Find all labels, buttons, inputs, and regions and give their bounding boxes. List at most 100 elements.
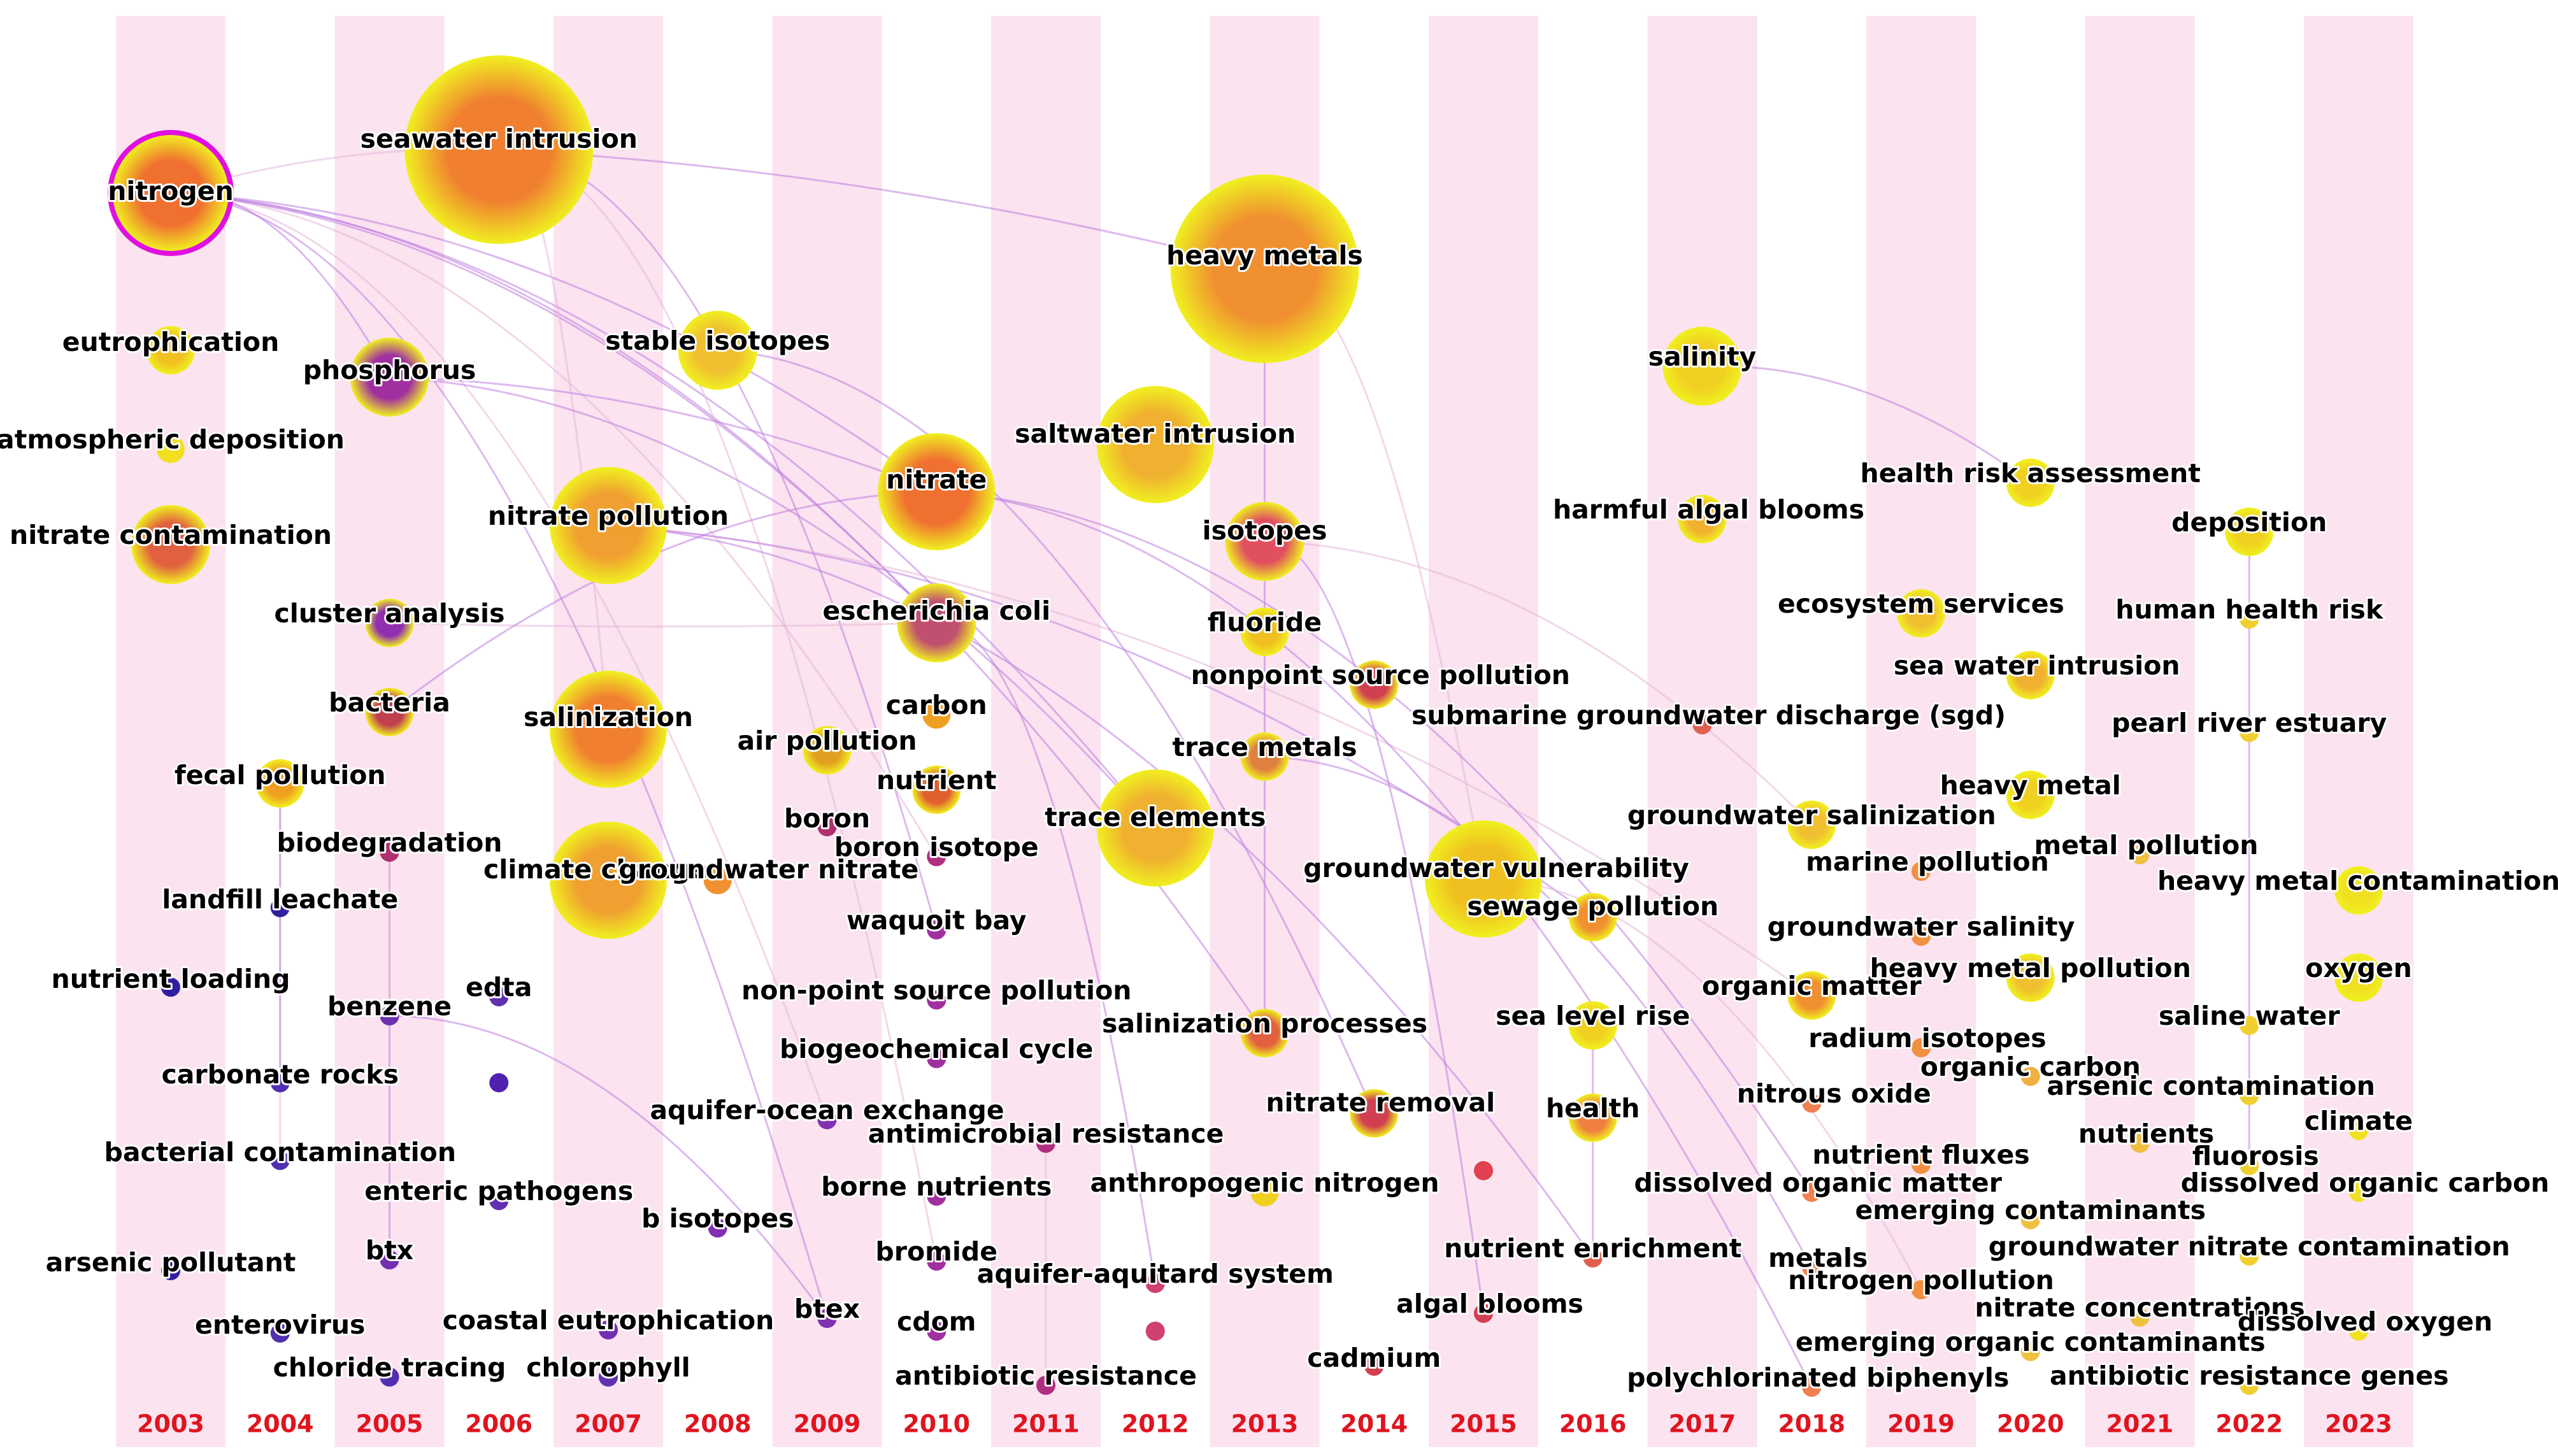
node-dissolved-organic-matter[interactable]: [1802, 1183, 1822, 1202]
node-pearl-river-estuary[interactable]: [2240, 723, 2259, 742]
node-carbon[interactable]: [922, 701, 951, 729]
node-seawater-intrusion[interactable]: [404, 55, 594, 244]
node-enteric-pathogens[interactable]: [489, 1191, 509, 1210]
node-nitrogen[interactable]: [112, 134, 229, 252]
node-landfill-leachate[interactable]: [270, 898, 290, 917]
node-escherichia-coli[interactable]: [897, 583, 976, 662]
node-nitrogen-pollution[interactable]: [1911, 1280, 1931, 1299]
node-antimicrobial-resistance[interactable]: [1036, 1134, 1055, 1153]
node-saline-water[interactable]: [2240, 1016, 2259, 1035]
node-nitrate-contamination[interactable]: [131, 505, 210, 584]
node-nutrients[interactable]: [2130, 1134, 2150, 1153]
node-antibiotic-resistance-genes[interactable]: [2240, 1376, 2259, 1395]
node-heavy-metals[interactable]: [1170, 175, 1359, 363]
node-salinization-processes[interactable]: [1240, 1009, 1289, 1057]
node-cluster-analysis[interactable]: [365, 599, 414, 647]
node-climate-change[interactable]: [550, 822, 667, 939]
node-unlabeled[interactable]: [489, 1073, 509, 1092]
node-nitrate[interactable]: [878, 433, 996, 550]
node-waquoit-bay[interactable]: [927, 920, 947, 939]
node-unlabeled[interactable]: [1145, 1322, 1165, 1341]
node-health[interactable]: [1568, 1094, 1617, 1142]
node-fluorosis[interactable]: [2240, 1156, 2259, 1175]
node-organic-matter[interactable]: [1787, 971, 1836, 1020]
node-isotopes[interactable]: [1225, 502, 1304, 581]
node-dissolved-organic-carbon[interactable]: [2349, 1183, 2368, 1202]
node-harmful-algal-blooms[interactable]: [1678, 495, 1727, 543]
node-heavy-metal-contamination[interactable]: [2334, 866, 2383, 915]
node-groundwater-nitrate[interactable]: [703, 866, 732, 894]
node-groundwater-salinization[interactable]: [1787, 801, 1836, 849]
node-bacterial-contamination[interactable]: [270, 1151, 290, 1170]
node-nutrient[interactable]: [912, 766, 961, 814]
node-metals[interactable]: [1802, 1258, 1822, 1277]
node-air-pollution[interactable]: [803, 726, 852, 774]
node-sea-water-intrusion[interactable]: [2006, 651, 2055, 699]
node-carbonate-rocks[interactable]: [270, 1073, 290, 1092]
node-radium-isotopes[interactable]: [1911, 1038, 1931, 1057]
node-trace-metals[interactable]: [1240, 732, 1289, 781]
node-chlorophyll[interactable]: [599, 1367, 618, 1387]
node-polychlorinated-biphenyls[interactable]: [1802, 1378, 1822, 1397]
node-anthropogenic-nitrogen[interactable]: [1250, 1178, 1279, 1206]
node-btex[interactable]: [817, 1309, 837, 1328]
node-antibiotic-resistance[interactable]: [1036, 1376, 1055, 1395]
node-phosphorus[interactable]: [350, 338, 429, 417]
node-emerging-contaminants[interactable]: [2020, 1210, 2040, 1229]
node-boron-isotope[interactable]: [927, 847, 947, 866]
node-edta[interactable]: [489, 987, 509, 1006]
node-ecosystem-services[interactable]: [1897, 589, 1945, 638]
node-nutrient-enrichment[interactable]: [1583, 1248, 1603, 1267]
node-arsenic-contamination[interactable]: [2240, 1086, 2259, 1105]
node-nitrate-concentrations[interactable]: [2130, 1308, 2150, 1327]
node-bromide[interactable]: [927, 1252, 947, 1271]
node-saltwater-intrusion[interactable]: [1096, 386, 1214, 503]
node-nitrate-removal[interactable]: [1350, 1089, 1399, 1138]
node-coastal-eutrophication[interactable]: [599, 1320, 618, 1339]
node-algal-blooms[interactable]: [1474, 1304, 1493, 1323]
node-nitrous-oxide[interactable]: [1802, 1094, 1822, 1113]
node-atmospheric-deposition[interactable]: [157, 435, 185, 463]
node-climate[interactable]: [2349, 1121, 2368, 1140]
node-sea-level-rise[interactable]: [1568, 1001, 1617, 1050]
node-trace-elements[interactable]: [1096, 769, 1214, 887]
node-cadmium[interactable]: [1364, 1357, 1384, 1376]
node-b-isotopes[interactable]: [708, 1218, 727, 1238]
node-heavy-metal-pollution[interactable]: [2006, 953, 2055, 1002]
node-eutrophication[interactable]: [146, 326, 195, 375]
node-sewage-pollution[interactable]: [1568, 893, 1617, 941]
node-boron[interactable]: [817, 817, 837, 836]
node-stable-isotopes[interactable]: [678, 311, 757, 390]
node-biogeochemical-cycle[interactable]: [927, 1049, 947, 1068]
node-arsenic-pollutant[interactable]: [161, 1261, 180, 1280]
node-submarine-groundwater-discharge-sgd[interactable]: [1692, 715, 1712, 734]
node-dissolved-oxygen[interactable]: [2349, 1322, 2368, 1341]
node-nutrient-loading[interactable]: [161, 978, 180, 997]
node-organic-carbon[interactable]: [2020, 1067, 2040, 1086]
node-heavy-metal[interactable]: [2006, 771, 2055, 819]
node-nutrient-fluxes[interactable]: [1911, 1155, 1931, 1174]
node-groundwater-vulnerability[interactable]: [1425, 820, 1542, 938]
node-fluoride[interactable]: [1240, 608, 1289, 656]
node-unlabeled[interactable]: [1145, 1274, 1165, 1293]
node-human-health-risk[interactable]: [2240, 610, 2259, 629]
node-health-risk-assessment[interactable]: [2006, 459, 2055, 507]
node-aquifer-ocean-exchange[interactable]: [817, 1110, 837, 1129]
node-btx[interactable]: [380, 1250, 399, 1269]
node-bacteria[interactable]: [365, 688, 414, 736]
node-salinization[interactable]: [550, 671, 667, 788]
node-benzene[interactable]: [380, 1006, 399, 1025]
node-metal-pollution[interactable]: [2130, 845, 2150, 864]
node-nitrate-pollution[interactable]: [550, 467, 667, 584]
node-unlabeled[interactable]: [1474, 1161, 1493, 1180]
node-salinity[interactable]: [1662, 327, 1742, 406]
node-marine-pollution[interactable]: [1911, 862, 1931, 881]
node-emerging-organic-contaminants[interactable]: [2020, 1342, 2040, 1361]
node-oxygen[interactable]: [2334, 953, 2383, 1002]
node-cdom[interactable]: [927, 1322, 947, 1341]
node-nonpoint-source-pollution[interactable]: [1350, 660, 1399, 709]
node-deposition[interactable]: [2225, 508, 2274, 556]
node-enterovirus[interactable]: [270, 1324, 290, 1343]
node-groundwater-salinity[interactable]: [1911, 927, 1931, 946]
node-non-point-source-pollution[interactable]: [927, 990, 947, 1010]
